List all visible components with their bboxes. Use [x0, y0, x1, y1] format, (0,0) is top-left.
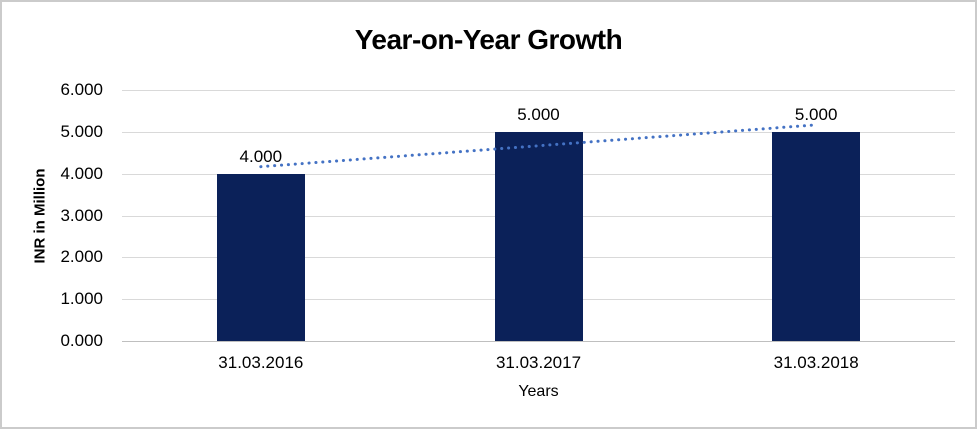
bar: [772, 131, 861, 341]
y-tick-label: 4.000: [60, 163, 103, 183]
x-axis-title: Years: [518, 383, 559, 400]
x-category-label: 31.03.2018: [773, 353, 859, 372]
y-tick-label: 6.000: [60, 80, 103, 99]
data-label: 5.000: [517, 104, 560, 124]
x-category-label: 31.03.2016: [218, 353, 304, 372]
chart-title: Year-on-Year Growth: [354, 24, 623, 55]
x-category-label: 31.03.2017: [495, 353, 582, 372]
data-label: 4.000: [239, 146, 283, 166]
bar: [494, 131, 583, 341]
gridline: [122, 90, 955, 91]
y-tick-label: 1.000: [60, 289, 103, 309]
y-tick-label: 0.000: [60, 331, 103, 350]
bar: [216, 173, 305, 341]
y-tick-label: 2.000: [60, 247, 103, 267]
y-axis-title: INR in Million: [31, 168, 49, 264]
data-label: 5.000: [794, 104, 838, 124]
y-tick-label: 5.000: [60, 121, 103, 141]
y-tick-label: 3.000: [60, 205, 103, 225]
gridline: [122, 341, 955, 342]
